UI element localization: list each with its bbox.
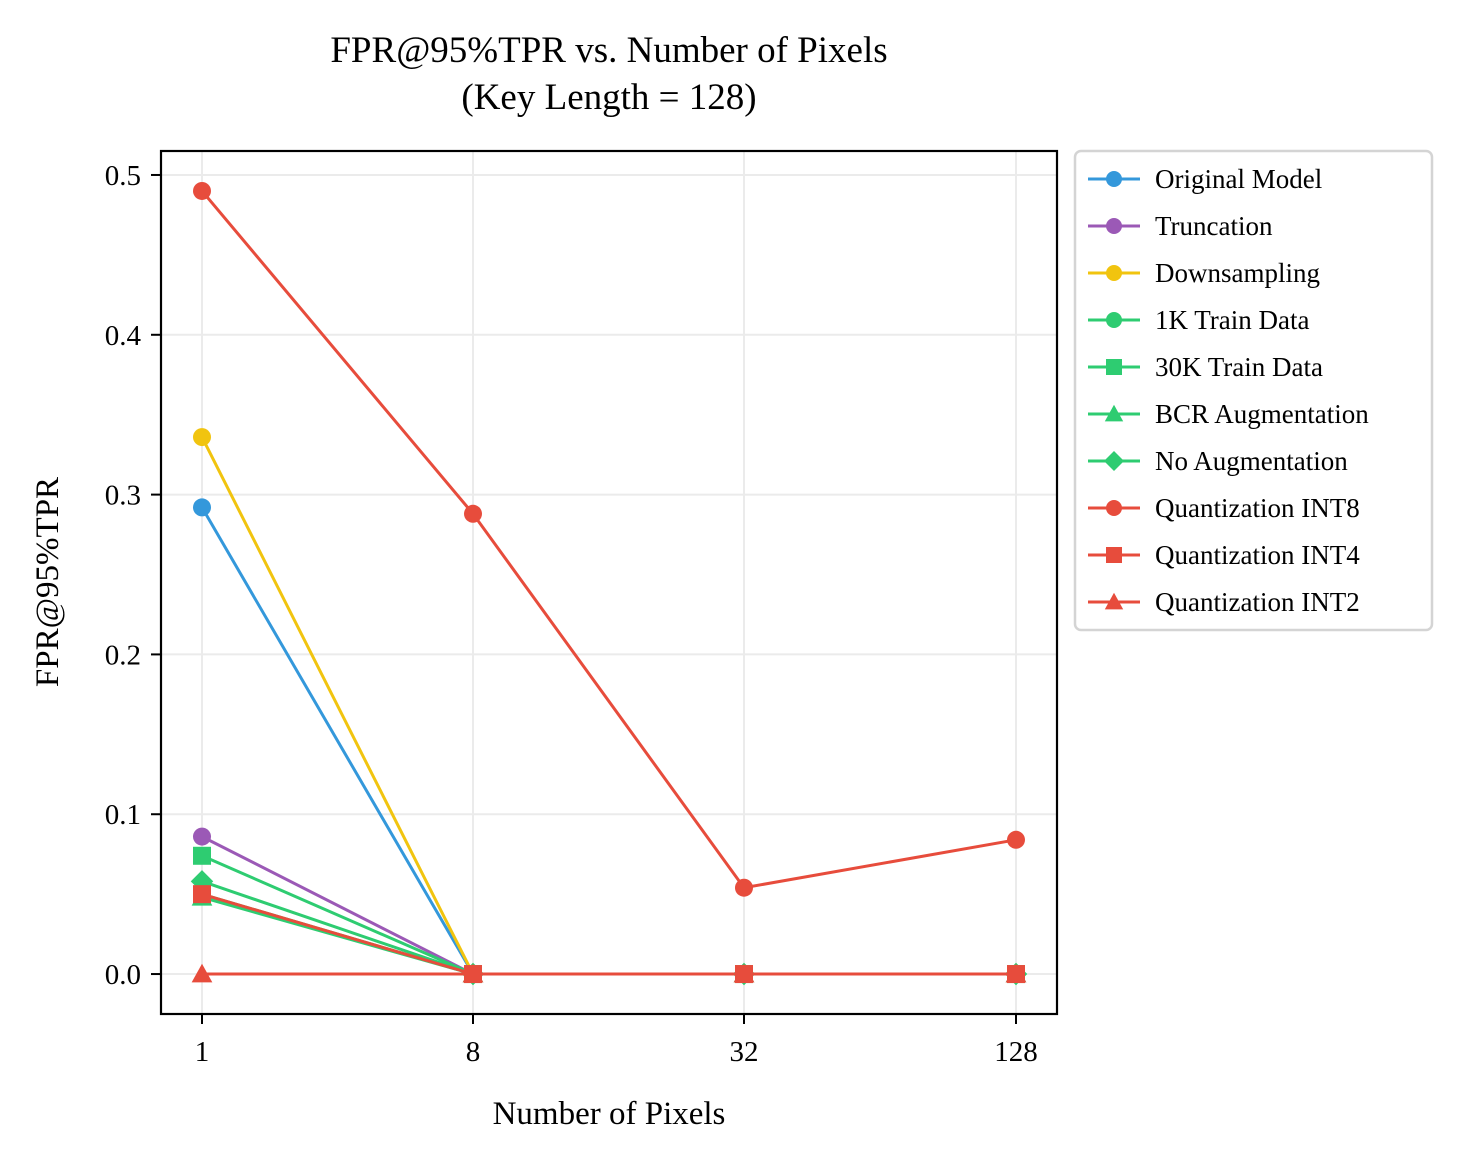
chart-title: FPR@95%TPR vs. Number of Pixels (330, 30, 887, 71)
series-30k-train-data (193, 846, 1025, 984)
series-line (201, 892, 1016, 976)
legend-item: Quantization INT2 (1088, 587, 1360, 617)
legend-label: Downsampling (1155, 258, 1320, 288)
series-original-model (193, 498, 1025, 984)
series-line (201, 835, 1016, 976)
legend-item: BCR Augmentation (1088, 399, 1369, 429)
legend-marker (1106, 500, 1122, 516)
data-point (193, 498, 211, 517)
x-tick-label: 128 (994, 1036, 1038, 1068)
legend-label: 1K Train Data (1155, 305, 1310, 335)
x-tick-label: 32 (730, 1036, 759, 1068)
series-line (200, 189, 1017, 890)
legend: Original Model Truncation Downsampling 1K T… (1073, 149, 1434, 632)
data-point (735, 878, 753, 897)
series-bcr-augmentation (191, 886, 1027, 983)
data-point (193, 846, 211, 865)
legend-marker (1104, 451, 1124, 471)
legend-item: Quantization INT4 (1088, 540, 1360, 570)
legend-frame (1073, 149, 1434, 632)
legend-label: Quantization INT4 (1155, 540, 1360, 570)
series-layer (190, 181, 1028, 986)
y-tick-label: 0.4 (105, 320, 142, 352)
series-line (201, 854, 1016, 976)
series-line (200, 436, 1016, 976)
series-quantization-int2 (191, 963, 1027, 983)
chart-subtitle: (Key Length = 128) (461, 77, 756, 118)
series-line (201, 892, 1016, 976)
data-point (193, 885, 211, 904)
legend-item: Downsampling (1088, 258, 1320, 288)
legend-marker (1104, 592, 1124, 610)
legend-item: Truncation (1088, 211, 1273, 241)
data-point (462, 963, 484, 983)
data-point (191, 963, 213, 983)
series-line (200, 506, 1016, 976)
data-point (193, 827, 211, 846)
legend-label: No Augmentation (1155, 446, 1348, 476)
x-axis-label: Number of Pixels (493, 1096, 726, 1132)
y-tick-label: 0.3 (105, 480, 141, 512)
y-axis-label: FPR@95%TPR (30, 477, 66, 687)
series-quantization-int4 (193, 885, 1025, 984)
data-point (1005, 963, 1027, 983)
x-tick-label: 1 (195, 1036, 210, 1068)
legend-label: Original Model (1155, 164, 1322, 194)
legend-item: No Augmentation (1088, 446, 1348, 476)
legend-marker (1106, 312, 1122, 328)
y-tick-label: 0.1 (105, 799, 141, 831)
data-point (1007, 830, 1025, 849)
legend-marker (1106, 218, 1122, 234)
series-line (201, 879, 1016, 976)
y-axis: 0.0 0.1 0.2 0.3 0.4 0.5 (105, 160, 161, 991)
y-tick-label: 0.5 (105, 160, 141, 192)
legend-marker (1106, 171, 1122, 187)
legend-marker (1106, 547, 1122, 563)
legend-item: Original Model (1088, 164, 1322, 194)
data-point (193, 181, 211, 200)
legend-item: Quantization INT8 (1088, 493, 1360, 523)
data-point (193, 428, 211, 447)
legend-marker (1104, 404, 1124, 422)
series-1k-train-data (193, 885, 1025, 984)
y-tick-label: 0.0 (105, 959, 141, 991)
legend-label: Quantization INT2 (1155, 587, 1360, 617)
plot-area-border (159, 149, 1059, 1016)
legend-item: 30K Train Data (1088, 352, 1323, 382)
legend-item: 1K Train Data (1088, 305, 1310, 335)
legend-marker (1106, 359, 1122, 375)
series-quantization-int8 (193, 181, 1025, 897)
legend-marker (1106, 265, 1122, 281)
legend-label: BCR Augmentation (1155, 399, 1369, 429)
legend-label: 30K Train Data (1155, 352, 1323, 382)
data-point (733, 963, 755, 983)
data-point (464, 504, 482, 523)
x-tick-label: 8 (466, 1036, 481, 1068)
legend-label: Quantization INT8 (1155, 493, 1360, 523)
legend-label: Truncation (1155, 211, 1273, 241)
y-tick-label: 0.2 (105, 639, 141, 671)
x-axis: 1 8 32 128 (195, 1014, 1038, 1068)
